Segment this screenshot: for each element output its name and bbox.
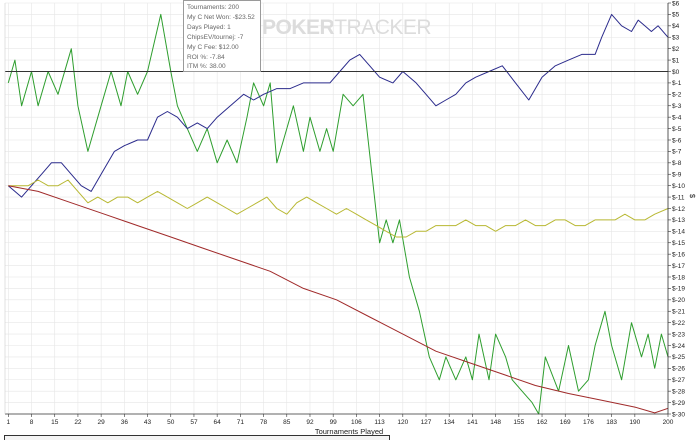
y-tick-label: $-10 [672,183,685,190]
x-tick-label: 169 [560,419,571,426]
chart-grid [5,2,669,415]
chart-series [7,13,669,415]
x-tick-label: 113 [374,419,385,426]
tooltip-fee: My C Fee: $12.00 [187,43,239,51]
y-tick-label: $-7 [672,149,682,156]
x-tick-label: 190 [629,419,640,426]
y-tick-label: $-18 [672,274,685,281]
y-tick-label: $-20 [672,297,685,304]
y-tick-label: $-5 [672,126,682,133]
x-tick-label: 78 [260,419,268,426]
y-tick-label: $6 [672,0,680,7]
y-tick-label: $-30 [672,411,685,418]
tooltip-net-won: My C Net Won: -$23.52 [187,13,255,21]
horizontal-scrollbar[interactable] [4,435,390,440]
y-tick-label: $-4 [672,114,682,121]
y-tick-label: $1 [672,57,680,64]
y-tick-label: $-1 [672,80,682,87]
y-axis-label: $ [688,194,697,199]
y-tick-label: $-8 [672,160,682,167]
y-tick-label: $-27 [672,377,685,384]
x-tick-label: 183 [606,419,617,426]
y-tick-label: $0 [672,69,680,76]
x-tick-label: 57 [190,419,198,426]
y-tick-label: $-11 [672,194,685,201]
x-tick-label: 29 [98,419,106,426]
x-tick-label: 50 [167,419,175,426]
y-tick-label: $-6 [672,137,682,144]
y-tick-label: $-9 [672,172,682,179]
y-tick-label: $-3 [672,103,682,110]
x-tick-label: 148 [490,419,501,426]
y-tick-label: $-19 [672,286,685,293]
y-tick-label: $2 [672,46,680,53]
x-tick-label: 92 [306,419,314,426]
x-tick-label: 99 [330,419,338,426]
x-tick-label: 155 [513,419,524,426]
x-tick-label: 15 [51,419,59,426]
y-tick-label: $-14 [672,229,685,236]
tooltip-chips-ev: ChipsEV/tournej: -7 [187,33,244,41]
tooltip-days-played: Days Played: 1 [187,23,231,31]
x-tick-label: 85 [283,419,291,426]
series-line-1 [7,13,669,415]
x-tick-label: 200 [663,419,674,426]
watermark-thin: TRACKER [334,16,432,39]
x-tick-label: 162 [537,419,548,426]
x-tick-label: 134 [444,419,455,426]
x-tick-label: 36 [121,419,129,426]
x-tick-label: 176 [583,419,594,426]
y-tick-label: $-17 [672,263,685,270]
y-tick-label: $-25 [672,354,685,361]
y-tick-label: $-26 [672,366,685,373]
y-tick-label: $-13 [672,217,685,224]
x-tick-label: 127 [421,419,432,426]
stats-tooltip: Tournaments: 200 My C Net Won: -$23.52 D… [183,0,261,72]
tooltip-roi: ROI %: -7.84 [187,53,225,61]
series-line-4 [8,185,669,414]
tooltip-itm: ITM %: 38.00 [187,63,226,71]
x-tick-label: 8 [30,419,34,426]
pokertracker-watermark: POKERTRACKER [262,16,432,40]
y-tick-label: $-24 [672,343,685,350]
x-tick-label: 22 [74,419,82,426]
y-tick-label: $-21 [672,309,685,316]
x-tick-label: 141 [467,419,478,426]
x-tick-label: 1 [7,419,11,426]
tooltip-tournaments: Tournaments: 200 [187,4,240,11]
y-tick-label: $-15 [672,240,685,247]
y-tick-label: $4 [672,23,680,30]
x-tick-label: 64 [214,419,222,426]
y-tick-label: $-16 [672,251,685,258]
x-axis-label: Tournaments Played [315,427,383,436]
y-tick-label: $-2 [672,92,682,99]
x-tick-label: 71 [237,419,245,426]
y-tick-label: $3 [672,35,680,42]
x-tick-label: 43 [144,419,152,426]
y-tick-label: $-12 [672,206,685,213]
x-tick-label: 106 [351,419,362,426]
y-tick-label: $-29 [672,400,685,407]
series-line-3 [8,179,669,238]
y-tick-label: $-23 [672,331,685,338]
y-tick-label: $5 [672,12,680,19]
y-tick-label: $-22 [672,320,685,327]
y-tick-label: $-28 [672,388,685,395]
chart-axes: 1 8 15 22 29 36 43 50 57 64 71 78 85 92 99 106 113 120 127… [4,0,685,426]
x-tick-label: 120 [397,419,408,426]
watermark-bold: POKER [262,16,335,39]
